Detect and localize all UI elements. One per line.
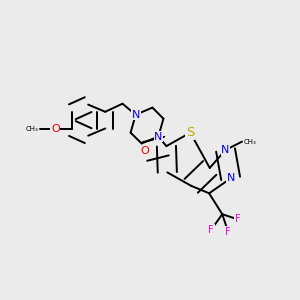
Text: F: F xyxy=(235,214,240,224)
Text: CH₃: CH₃ xyxy=(25,125,38,131)
Text: F: F xyxy=(208,225,214,235)
Text: O: O xyxy=(51,124,60,134)
Text: CH₃: CH₃ xyxy=(244,139,256,145)
Text: S: S xyxy=(186,126,194,139)
Text: N: N xyxy=(221,145,230,155)
Text: F: F xyxy=(225,227,231,237)
Text: N: N xyxy=(226,173,235,183)
Text: O: O xyxy=(140,146,149,157)
Text: N: N xyxy=(154,132,163,142)
Text: N: N xyxy=(131,110,140,120)
